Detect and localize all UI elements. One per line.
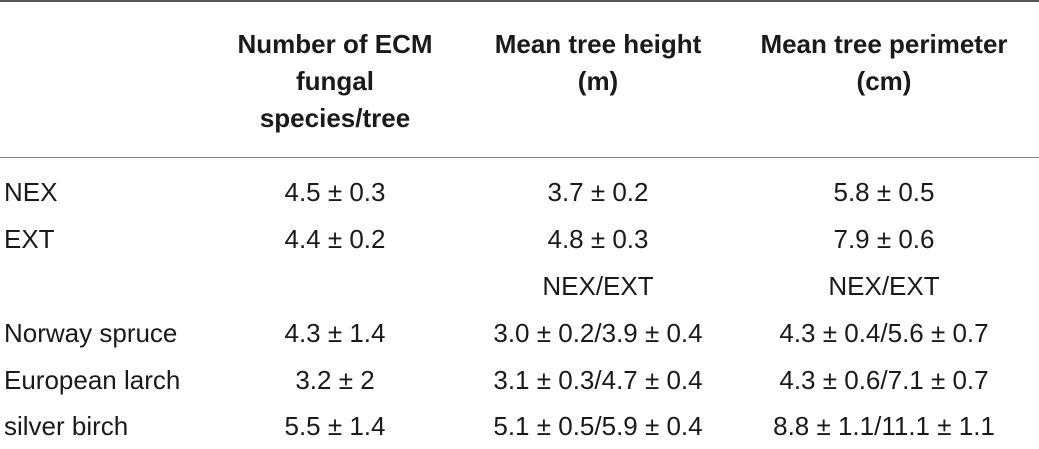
cell-perimeter: 5.8 ± 0.5 xyxy=(833,177,935,207)
table-row: silver birch 5.5 ± 1.4 5.1 ± 0.5/5.9 ± 0… xyxy=(0,403,1039,449)
header-height-line-1: Mean tree height xyxy=(494,29,702,59)
header-tree-perimeter: Mean tree perimeter (cm) xyxy=(736,26,1032,100)
cell-ecm: 4.4 ± 0.2 xyxy=(284,224,386,254)
header-ecm-line-1: Number of ECM xyxy=(237,29,433,59)
row-label: Norway spruce xyxy=(4,318,178,348)
table-row: European larch 3.2 ± 2 3.1 ± 0.3/4.7 ± 0… xyxy=(0,357,1039,403)
header-ecm-line-3: species/tree xyxy=(259,103,411,133)
cell-height-subheader: NEX/EXT xyxy=(542,271,654,301)
cell-perimeter-subheader: NEX/EXT xyxy=(828,271,940,301)
header-ecm-species: Number of ECM fungal species/tree xyxy=(215,26,455,137)
table-row: Norway spruce 4.3 ± 1.4 3.0 ± 0.2/3.9 ± … xyxy=(0,310,1039,356)
header-tree-height: Mean tree height (m) xyxy=(473,26,723,100)
header-perimeter-line-2: (cm) xyxy=(856,66,912,96)
header-divider xyxy=(0,157,1039,158)
table-row-subheader: NEX/EXT NEX/EXT xyxy=(0,263,1039,309)
row-label: NEX xyxy=(4,177,58,207)
cell-perimeter: 4.3 ± 0.6/7.1 ± 0.7 xyxy=(779,365,989,395)
cell-ecm: 5.5 ± 1.4 xyxy=(284,411,386,441)
header-perimeter-line-1: Mean tree perimeter xyxy=(760,29,1008,59)
header-ecm-line-2: fungal xyxy=(296,66,374,96)
cell-perimeter: 4.3 ± 0.4/5.6 ± 0.7 xyxy=(779,318,989,348)
row-label: European larch xyxy=(4,365,181,395)
table-row: NEX 4.5 ± 0.3 3.7 ± 0.2 5.8 ± 0.5 xyxy=(0,169,1039,215)
table-row: EXT 4.4 ± 0.2 4.8 ± 0.3 7.9 ± 0.6 xyxy=(0,216,1039,262)
cell-height: 4.8 ± 0.3 xyxy=(547,224,649,254)
cell-height: 5.1 ± 0.5/5.9 ± 0.4 xyxy=(493,411,703,441)
header-height-line-2: (m) xyxy=(577,66,619,96)
cell-ecm: 4.3 ± 1.4 xyxy=(284,318,386,348)
table-top-rule xyxy=(0,0,1039,2)
cell-ecm: 4.5 ± 0.3 xyxy=(284,177,386,207)
cell-ecm: 3.2 ± 2 xyxy=(295,365,375,395)
cell-perimeter: 7.9 ± 0.6 xyxy=(833,224,935,254)
cell-perimeter: 8.8 ± 1.1/11.1 ± 1.1 xyxy=(773,411,995,441)
cell-height: 3.0 ± 0.2/3.9 ± 0.4 xyxy=(493,318,703,348)
cell-height: 3.7 ± 0.2 xyxy=(547,177,649,207)
cell-height: 3.1 ± 0.3/4.7 ± 0.4 xyxy=(493,365,703,395)
row-label: EXT xyxy=(4,224,55,254)
row-label: silver birch xyxy=(4,411,129,441)
